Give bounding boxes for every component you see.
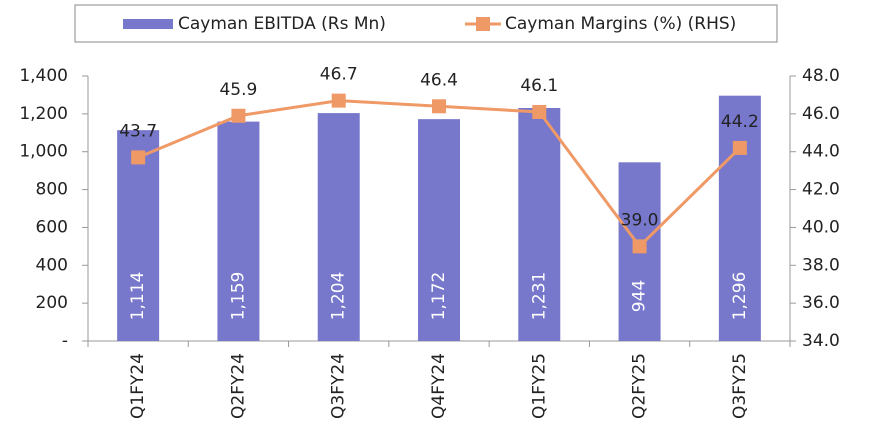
bar bbox=[117, 130, 160, 341]
y-tick-label: 800 bbox=[36, 180, 68, 200]
y2-tick-label: 40.0 bbox=[802, 217, 840, 237]
y-tick-label: 1,200 bbox=[19, 104, 68, 124]
line-value-label: 44.2 bbox=[721, 112, 759, 132]
bar-value-label: 1,114 bbox=[128, 272, 148, 321]
bar bbox=[418, 119, 460, 342]
x-tick-label: Q1FY25 bbox=[529, 353, 549, 419]
bar bbox=[718, 95, 761, 341]
bar-value-label: 1,231 bbox=[529, 272, 549, 321]
line-marker bbox=[632, 239, 647, 254]
bar-value-label: 1,296 bbox=[730, 272, 750, 321]
line-marker bbox=[331, 93, 346, 108]
y2-tick-label: 42.0 bbox=[802, 180, 840, 200]
bar-value-label: 944 bbox=[630, 280, 650, 312]
line-marker bbox=[532, 104, 547, 119]
y-tick-label: 400 bbox=[36, 255, 68, 275]
bar-value-label: 1,172 bbox=[429, 272, 449, 321]
line-value-label: 39.0 bbox=[621, 210, 659, 230]
legend-box bbox=[74, 4, 778, 43]
y2-tick-label: 38.0 bbox=[802, 255, 840, 275]
bar bbox=[217, 121, 260, 341]
bar-value-label: 1,204 bbox=[329, 272, 349, 321]
legend-label: Cayman EBITDA (Rs Mn) bbox=[178, 14, 386, 34]
line-marker bbox=[432, 99, 446, 114]
y-tick-label: 200 bbox=[36, 293, 68, 313]
line-value-label: 43.7 bbox=[119, 121, 157, 141]
y-tick-label: 600 bbox=[36, 217, 68, 237]
line-value-label: 46.4 bbox=[420, 70, 458, 90]
legend-label: Cayman Margins (%) (RHS) bbox=[505, 14, 736, 34]
x-tick-label: Q3FY24 bbox=[329, 353, 349, 419]
y2-tick-label: 36.0 bbox=[802, 293, 840, 313]
line-value-label: 46.1 bbox=[520, 76, 558, 96]
x-tick-label: Q3FY25 bbox=[730, 353, 750, 419]
x-tick-label: Q1FY24 bbox=[128, 353, 148, 419]
x-tick-label: Q2FY24 bbox=[228, 353, 248, 419]
y-tick-label: 1,400 bbox=[19, 66, 68, 86]
legend-swatch bbox=[123, 19, 173, 29]
bar-value-label: 1,159 bbox=[228, 272, 248, 321]
bar bbox=[518, 107, 561, 341]
line-marker bbox=[131, 150, 146, 165]
y-tick-label: 1,000 bbox=[19, 142, 68, 162]
x-tick-label: Q4FY24 bbox=[429, 353, 449, 419]
line-marker bbox=[732, 140, 747, 155]
line-value-label: 46.7 bbox=[320, 65, 358, 85]
bar bbox=[317, 113, 360, 341]
line-value-label: 45.9 bbox=[219, 80, 257, 100]
y2-tick-label: 44.0 bbox=[802, 142, 840, 162]
y2-tick-label: 34.0 bbox=[802, 331, 840, 351]
y2-tick-label: 48.0 bbox=[802, 66, 840, 86]
y2-tick-label: 46.0 bbox=[802, 104, 840, 124]
y-tick-label: - bbox=[62, 331, 68, 351]
line-marker bbox=[231, 108, 246, 123]
legend-swatch-marker bbox=[476, 17, 490, 31]
x-tick-label: Q2FY25 bbox=[630, 353, 650, 419]
